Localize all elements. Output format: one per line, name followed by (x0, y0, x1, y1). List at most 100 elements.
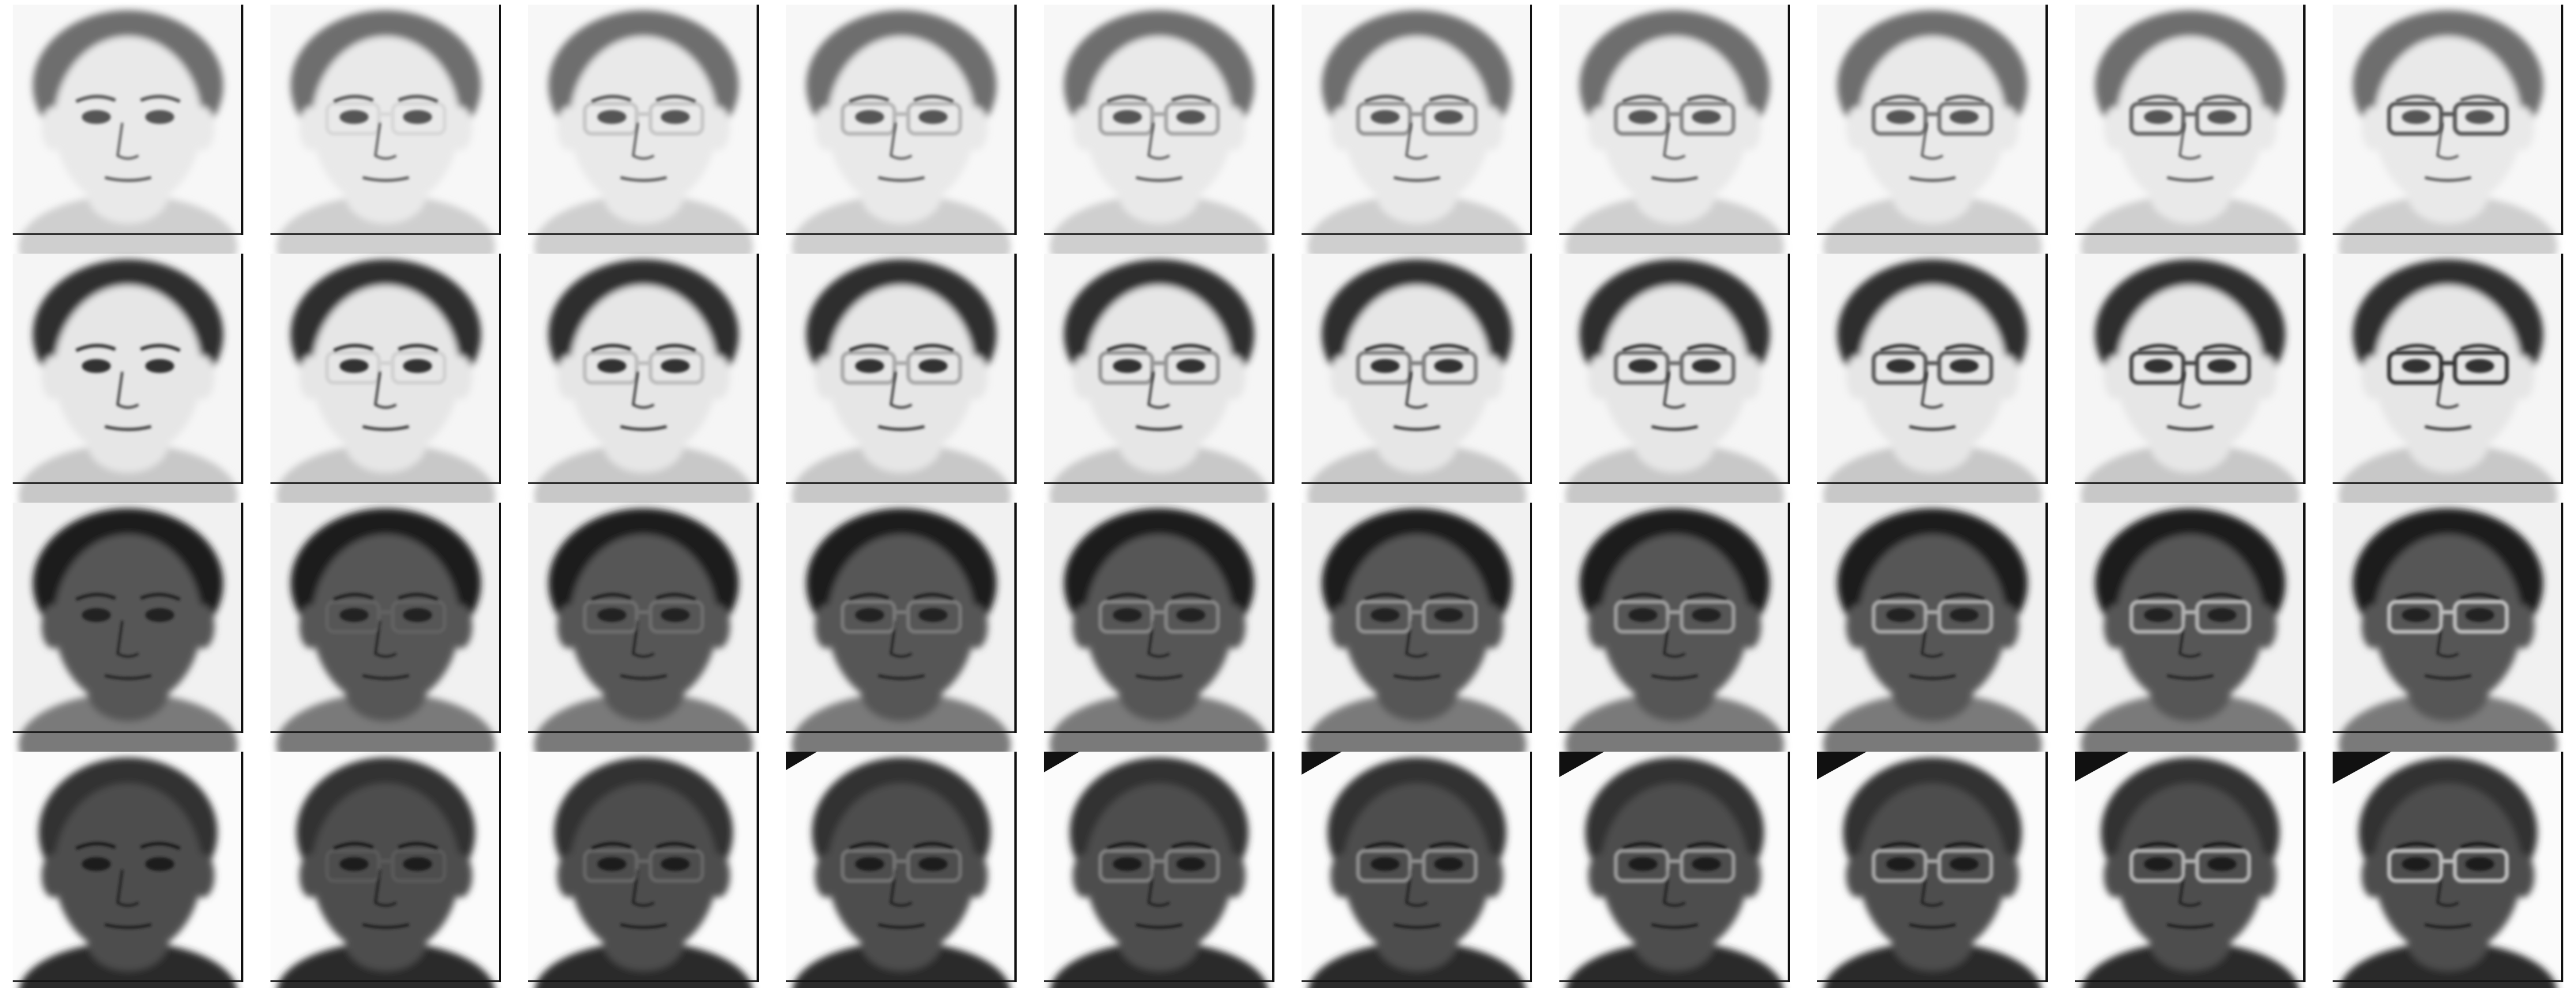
ear-right (1738, 356, 1761, 399)
face (312, 285, 460, 458)
ear-left (1588, 356, 1611, 399)
face (1859, 285, 2006, 458)
lens-left (840, 849, 897, 883)
nose (631, 620, 655, 658)
rotation-edge (2333, 752, 2391, 784)
eye-right (145, 110, 174, 124)
face (828, 534, 975, 707)
eye-right (2208, 857, 2236, 871)
glasses (2387, 599, 2509, 634)
mouth (104, 176, 152, 182)
eye-left (82, 359, 111, 373)
eye-left (1113, 359, 1142, 373)
lens-left (1098, 101, 1155, 136)
face (312, 534, 460, 707)
lens-right (1937, 101, 1994, 136)
mouth (620, 674, 667, 680)
mouth (362, 425, 409, 431)
mouth (1651, 674, 1698, 680)
lens-right (390, 350, 447, 385)
brow-left (1879, 344, 1921, 352)
lens-right (2453, 350, 2509, 385)
face (1085, 534, 1233, 707)
eye-right (2465, 359, 2494, 373)
face-shapes (1823, 10, 2042, 299)
lens-left (1356, 599, 1412, 634)
rotation-edge (2075, 752, 2129, 782)
face (312, 36, 460, 209)
face-tile (270, 752, 501, 988)
eye-right (1176, 359, 1205, 373)
brow-right (140, 842, 181, 850)
brow-right (913, 344, 954, 352)
eye-right (2465, 608, 2494, 622)
face (54, 36, 202, 209)
brow-right (2202, 593, 2243, 601)
lens-right (390, 101, 447, 136)
face-details (848, 842, 954, 929)
lens-left (1614, 849, 1670, 883)
glasses (1614, 101, 1736, 136)
face-details (1622, 593, 1728, 680)
brow-left (75, 95, 116, 103)
nose (1920, 869, 1943, 907)
face-details (1364, 842, 1470, 929)
eye-right (661, 857, 690, 871)
mouth (1135, 425, 1183, 431)
mouth (1393, 425, 1441, 431)
eye-left (855, 857, 884, 871)
lens-left (1356, 350, 1412, 385)
lens-right (1679, 849, 1736, 883)
ear-left (815, 356, 838, 399)
face (2374, 783, 2522, 956)
brow-right (2202, 95, 2243, 103)
ear-right (1223, 854, 1246, 898)
lens-right (906, 599, 962, 634)
ear-left (1330, 854, 1353, 898)
ear-right (449, 107, 472, 150)
face-shapes (277, 757, 495, 988)
lens-left (2129, 599, 2186, 634)
brow-left (848, 593, 890, 601)
ear-right (1480, 854, 1503, 898)
brow-right (2460, 95, 2501, 103)
eye-right (1950, 359, 1979, 373)
brow-left (1364, 95, 1405, 103)
face-details (2137, 593, 2243, 680)
lens-left (582, 101, 639, 136)
face (2374, 36, 2522, 209)
ear-left (1073, 854, 1096, 898)
glasses (325, 101, 447, 136)
rotation-edge (1044, 752, 1080, 772)
mouth (104, 425, 152, 431)
face-tile (2075, 503, 2306, 797)
face-shapes (1050, 757, 1268, 988)
face-details (2137, 95, 2243, 182)
face-tile (1044, 254, 1274, 548)
mouth (878, 425, 925, 431)
brow-left (591, 593, 632, 601)
face-details (333, 593, 439, 680)
glasses (2387, 101, 2509, 136)
face-shapes (1308, 757, 1526, 988)
eye-right (2208, 359, 2236, 373)
lens-left (1614, 101, 1670, 136)
eye-right (2465, 110, 2494, 124)
face-details (1622, 344, 1728, 431)
face-details (1106, 842, 1212, 929)
brow-right (140, 593, 181, 601)
face-details (1364, 593, 1470, 680)
mouth (620, 425, 667, 431)
eye-left (1113, 110, 1142, 124)
mouth (1651, 176, 1698, 182)
nose (2436, 122, 2459, 160)
face (1085, 783, 1233, 956)
face-details (2137, 842, 2243, 929)
brow-left (1364, 593, 1405, 601)
lens-left (325, 599, 381, 634)
face-details (1879, 95, 1985, 182)
lens-right (906, 350, 962, 385)
face (2116, 783, 2264, 956)
mouth (104, 923, 152, 929)
face (1601, 534, 1748, 707)
